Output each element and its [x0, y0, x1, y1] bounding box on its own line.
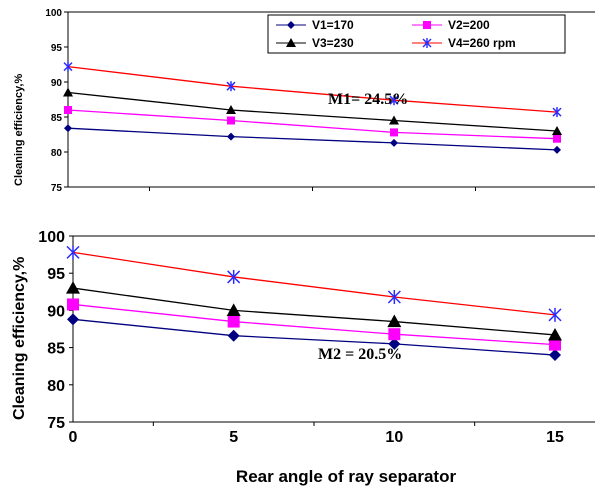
series-2 — [67, 298, 561, 351]
series-line — [67, 65, 558, 113]
data-point-square — [64, 106, 72, 114]
legend-marker-v1 — [287, 21, 295, 29]
data-point-asterisk — [552, 107, 562, 118]
data-point-triangle — [548, 327, 562, 341]
y-tick-label: 95 — [47, 266, 65, 283]
chart-bottom-annotation: M2 = 20.5% — [318, 346, 402, 363]
series-line — [72, 287, 556, 336]
legend-label-v3: V3=230 — [312, 36, 354, 50]
y-tick-label: 100 — [38, 229, 65, 246]
legend-item-v4: V4=260 rpm — [412, 36, 516, 50]
series-3 — [66, 281, 562, 341]
series-line — [67, 127, 558, 151]
legend-label-v1: V1=170 — [312, 18, 354, 32]
legend-item-v3: V3=230 — [276, 36, 354, 50]
series-4 — [66, 245, 562, 322]
data-point-asterisk — [389, 95, 399, 106]
chart-top: Cleaning efficiency,% 75 80 85 90 95 100 M1= … — [13, 8, 595, 194]
data-point-diamond — [67, 313, 79, 326]
x-tick-label: 0 — [69, 429, 78, 446]
legend-item-v1: V1=170 — [276, 18, 354, 32]
data-point-triangle — [389, 115, 399, 125]
y-tick-label: 80 — [51, 148, 63, 159]
data-point-square — [227, 315, 240, 328]
y-tick-label: 90 — [51, 78, 63, 89]
chart-bottom-series — [66, 245, 562, 362]
legend-label-v4: V4=260 rpm — [448, 36, 516, 50]
x-tick-label: 15 — [546, 429, 564, 446]
series-line — [72, 303, 556, 346]
data-point-triangle — [226, 105, 236, 114]
data-point-square — [553, 134, 561, 143]
data-point-square — [227, 116, 235, 125]
x-tick-label: 10 — [385, 429, 403, 446]
legend: V1=170 V2=200 V3=230 V4=260 rpm — [267, 14, 566, 54]
chart-top-ylabel: Cleaning efficiency,% — [13, 74, 25, 186]
series-4 — [63, 61, 562, 118]
data-point-diamond — [64, 124, 72, 133]
y-tick-label: 95 — [51, 43, 63, 54]
series-1 — [64, 124, 561, 154]
data-point-diamond — [227, 329, 240, 342]
y-tick-label: 90 — [47, 303, 65, 320]
legend-label-v2: V2=200 — [448, 18, 490, 32]
series-1 — [67, 313, 561, 362]
data-point-diamond — [227, 132, 235, 141]
y-tick-label: 85 — [51, 113, 63, 124]
chart-bottom-ylabel: Cleaning efficiency,% — [11, 257, 28, 420]
data-point-triangle — [63, 87, 73, 97]
chart-bottom-xlabel: Rear angle of ray separator — [236, 467, 457, 486]
data-point-square — [67, 298, 79, 311]
data-point-diamond — [390, 138, 398, 147]
series-line — [67, 91, 558, 132]
series-line — [67, 109, 558, 140]
legend-marker-v3 — [286, 38, 296, 47]
data-point-asterisk — [548, 307, 562, 322]
data-point-triangle — [387, 314, 402, 328]
y-tick-label: 80 — [47, 378, 65, 395]
y-tick-label: 75 — [51, 183, 63, 194]
x-tick-label: 5 — [229, 429, 238, 446]
series-2 — [64, 106, 561, 143]
series-line — [72, 318, 556, 356]
data-point-square — [390, 128, 398, 137]
y-tick-label: 100 — [45, 8, 62, 19]
data-point-square — [549, 338, 561, 351]
data-point-asterisk — [387, 290, 401, 305]
data-point-diamond — [388, 337, 401, 350]
y-tick-label: 75 — [47, 415, 65, 432]
y-tick-label: 85 — [47, 341, 65, 358]
data-point-asterisk — [63, 61, 73, 72]
data-point-asterisk — [66, 245, 80, 260]
data-point-triangle — [552, 126, 562, 135]
data-point-asterisk — [226, 81, 236, 92]
data-point-triangle — [66, 281, 80, 294]
data-point-diamond — [549, 349, 561, 362]
chart-top-axes: 75 80 85 90 95 100 — [45, 8, 595, 194]
legend-item-v2: V2=200 — [412, 18, 490, 32]
series-3 — [63, 87, 562, 135]
legend-box — [267, 14, 566, 54]
legend-marker-v2 — [423, 21, 431, 29]
chart-top-series — [63, 61, 562, 154]
chart-bottom-axes: 75 80 85 90 95 100 0 5 10 15 — [38, 229, 595, 446]
chart-bottom: Cleaning efficiency,% 75 80 85 90 95 100 0 5 10 1… — [11, 229, 595, 486]
data-point-diamond — [553, 145, 561, 154]
data-point-triangle — [226, 303, 241, 316]
data-point-asterisk — [227, 269, 241, 284]
chart-top-annotation: M1= 24.5% — [328, 91, 408, 108]
series-line — [72, 251, 556, 316]
data-point-square — [388, 328, 401, 341]
legend-marker-v4 — [422, 38, 432, 48]
